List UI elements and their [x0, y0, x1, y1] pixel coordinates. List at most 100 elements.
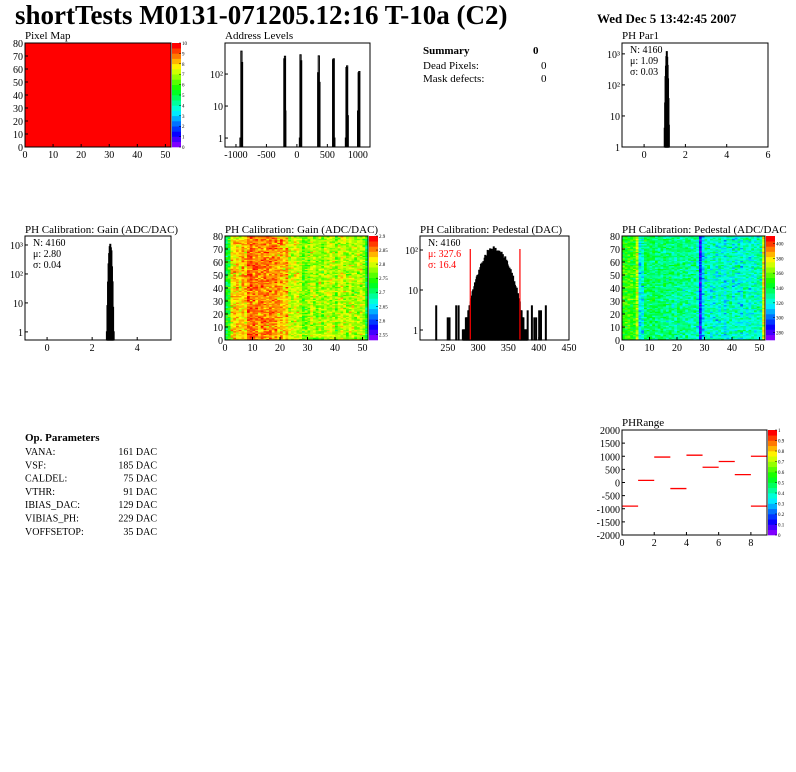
heatmap-cell — [302, 320, 306, 323]
heatmap-cell — [293, 314, 297, 316]
heatmap-cell — [244, 242, 248, 245]
heatmap-cell — [266, 301, 270, 303]
heatmap-cell — [252, 337, 256, 339]
heatmap-cell — [252, 252, 256, 255]
heatmap-cell — [351, 246, 355, 248]
plot-area — [105, 243, 115, 341]
histogram-bar — [526, 310, 529, 341]
heatmap-cell — [266, 268, 270, 271]
heatmap-cell — [296, 307, 300, 310]
heatmap-cell — [280, 307, 284, 310]
heatmap-cell — [335, 238, 339, 241]
heatmap-cell — [255, 247, 259, 250]
heatmap-cell — [343, 269, 347, 272]
heatmap-cell — [277, 298, 281, 300]
heatmap-cell — [285, 295, 289, 298]
heatmap-cell — [238, 278, 242, 281]
heatmap-cell — [354, 297, 358, 299]
heatmap-cell — [266, 273, 270, 276]
heatmap-cell — [258, 289, 262, 291]
heatmap-cell — [343, 247, 347, 250]
heatmap-cell — [241, 324, 245, 326]
heatmap-cell — [225, 304, 229, 307]
plot-frame — [24, 235, 172, 341]
heatmap-cell — [244, 314, 248, 316]
heatmap-cell — [247, 255, 251, 258]
heatmap-cell — [365, 278, 369, 281]
heatmap-cell — [337, 333, 341, 336]
heatmap-cell — [346, 336, 350, 338]
heatmap-cell — [357, 329, 361, 332]
heatmap-cell — [630, 265, 634, 268]
heatmap-cell — [299, 259, 303, 261]
heatmap-cell — [321, 280, 325, 282]
heatmap-cell — [260, 308, 264, 311]
heatmap-cell — [627, 291, 631, 294]
heatmap-cell — [351, 329, 355, 332]
heatmap-cell — [354, 282, 358, 285]
heatmap-cell — [348, 282, 352, 285]
heatmap-cell — [321, 238, 325, 241]
heatmap-cell — [291, 256, 295, 259]
heatmap-cell — [304, 298, 308, 300]
heatmap-cell — [241, 285, 245, 287]
heatmap-cell — [359, 319, 363, 321]
heatmap-cell — [299, 247, 303, 250]
heatmap-cell — [258, 306, 262, 308]
heatmap-cell — [255, 271, 259, 273]
heatmap-cell — [359, 246, 363, 248]
heatmap-cell — [622, 328, 626, 330]
heatmap-cell — [329, 267, 333, 269]
heatmap-cell — [332, 276, 336, 278]
heatmap-cell — [348, 289, 352, 291]
heatmap-cell — [280, 255, 284, 258]
heatmap-cell — [258, 255, 262, 258]
heatmap-cell — [329, 330, 333, 333]
heatmap-cell — [241, 282, 245, 285]
heatmap-cell — [324, 259, 328, 261]
heatmap-cell — [233, 295, 237, 298]
heatmap-cell — [357, 238, 361, 241]
heatmap-cell — [225, 301, 229, 303]
heatmap-cell — [266, 258, 270, 260]
heatmap-cell — [230, 249, 234, 251]
heatmap-cell — [274, 255, 278, 258]
heatmap-cell — [258, 325, 262, 328]
heatmap-cell — [354, 275, 358, 277]
heatmap-cell — [630, 264, 634, 267]
heatmap-cell — [255, 242, 259, 245]
heatmap-cell — [288, 329, 292, 332]
heatmap-cell — [318, 255, 322, 258]
heatmap-cell — [293, 275, 297, 277]
heatmap-cell — [307, 282, 311, 285]
heatmap-cell — [357, 336, 361, 338]
heatmap-cell — [263, 243, 267, 246]
heatmap-cell — [624, 328, 628, 330]
heatmap-cell — [340, 330, 344, 333]
heatmap-cell — [326, 316, 330, 319]
heatmap-cell — [271, 236, 275, 238]
heatmap-cell — [238, 325, 242, 328]
heatmap-cell — [302, 299, 306, 302]
heatmap-cell — [340, 288, 344, 290]
heatmap-cell — [302, 290, 306, 293]
heatmap-cell — [244, 247, 248, 250]
heatmap-cell — [236, 265, 240, 268]
heatmap-cell — [299, 239, 303, 242]
heatmap-cell — [241, 241, 245, 243]
heatmap-cell — [282, 255, 286, 258]
heatmap-cell — [277, 290, 281, 293]
heatmap-cell — [238, 329, 242, 332]
heatmap-cell — [296, 297, 300, 299]
heatmap-cell — [285, 311, 289, 313]
heatmap-cell — [627, 304, 631, 307]
heatmap-cell — [238, 251, 242, 254]
heatmap-cell — [241, 243, 245, 246]
heatmap-cell — [357, 314, 361, 316]
heatmap-cell — [343, 289, 347, 291]
heatmap-cell — [263, 268, 267, 271]
heatmap-cell — [233, 297, 237, 299]
op-param-label: VTHR: — [25, 487, 55, 498]
heatmap-cell — [247, 251, 251, 254]
heatmap-cell — [225, 316, 229, 319]
